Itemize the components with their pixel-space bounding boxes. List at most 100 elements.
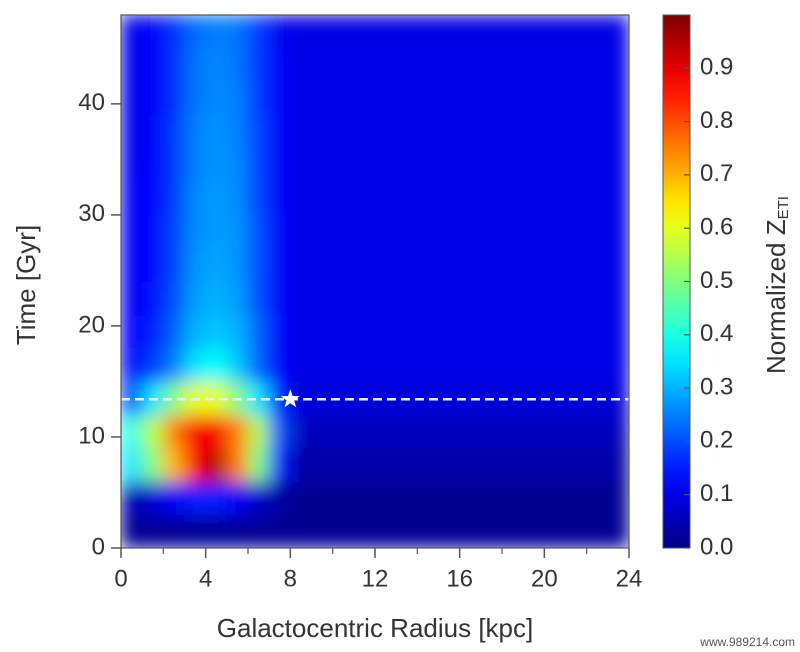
heat-cell	[502, 514, 545, 548]
heat-cell	[459, 381, 503, 416]
heat-cell	[586, 248, 629, 282]
heat-cell	[459, 248, 503, 282]
heat-cell	[205, 514, 228, 548]
heat-cell	[544, 81, 588, 116]
heat-cell	[290, 348, 334, 382]
heat-cell	[121, 181, 143, 216]
heat-cell	[375, 414, 418, 449]
heatmap	[121, 15, 629, 548]
colorbar-tick-label: 0.6	[700, 214, 733, 241]
heat-cell	[142, 181, 164, 216]
heat-cell	[226, 148, 249, 183]
heat-cell	[586, 214, 629, 249]
heat-cell	[459, 181, 503, 216]
heat-cell	[248, 514, 270, 548]
heat-cell	[226, 48, 249, 83]
heat-cell	[205, 348, 228, 382]
colorbar-tick-label: 0.9	[700, 54, 733, 81]
heat-cell	[163, 48, 185, 83]
heat-cell	[290, 15, 334, 49]
heat-cell	[121, 81, 143, 116]
heat-cell	[586, 481, 629, 516]
heat-cell	[184, 514, 207, 548]
x-tick-label: 0	[114, 565, 127, 592]
heat-cell	[269, 248, 291, 282]
heat-cell	[502, 114, 545, 149]
heat-cell	[121, 281, 143, 316]
heat-cell	[586, 181, 629, 216]
heat-cell	[163, 214, 185, 249]
heat-cell	[586, 114, 629, 149]
x-tick-label: 24	[616, 565, 643, 592]
heat-cell	[544, 314, 588, 349]
heat-cell	[248, 248, 270, 282]
heat-cell	[459, 314, 503, 349]
heat-cell	[163, 81, 185, 116]
heat-cell	[184, 481, 207, 516]
heat-cell	[205, 381, 228, 416]
heat-cell	[502, 348, 545, 382]
heat-cell	[184, 148, 207, 183]
heat-cell	[248, 15, 270, 49]
heat-cell	[205, 448, 228, 482]
heat-cell	[184, 181, 207, 216]
heat-cell	[417, 314, 461, 349]
heat-cell	[375, 214, 418, 249]
heat-cell	[248, 481, 270, 516]
heat-cell	[417, 181, 461, 216]
heat-cell	[184, 81, 207, 116]
heat-cell	[142, 114, 164, 149]
heat-cell	[502, 214, 545, 249]
heat-cell	[121, 114, 143, 149]
heat-cell	[375, 81, 418, 116]
heat-cell	[586, 148, 629, 183]
heat-cell	[290, 181, 334, 216]
heat-cell	[226, 314, 249, 349]
heat-cell	[163, 448, 185, 482]
heat-cell	[226, 15, 249, 49]
heat-cell	[121, 314, 143, 349]
heat-cell	[205, 114, 228, 149]
overlay	[121, 389, 629, 408]
heat-cell	[417, 481, 461, 516]
y-tick-label: 0	[92, 533, 105, 560]
heat-cell	[121, 15, 143, 49]
heat-cell	[269, 448, 291, 482]
heat-cell	[332, 214, 376, 249]
heat-cell	[586, 448, 629, 482]
heat-cell	[459, 81, 503, 116]
x-tick-label: 4	[199, 565, 212, 592]
heat-cell	[417, 48, 461, 83]
heat-cell	[142, 414, 164, 449]
heat-cell	[269, 314, 291, 349]
heat-cell	[586, 48, 629, 83]
heat-cell	[459, 15, 503, 49]
heat-cell	[226, 248, 249, 282]
heat-cell	[205, 48, 228, 83]
heat-cell	[248, 148, 270, 183]
heat-cell	[375, 448, 418, 482]
heat-cell	[332, 15, 376, 49]
heat-cell	[375, 114, 418, 149]
heat-cell	[332, 181, 376, 216]
heatmap-cells	[121, 15, 629, 548]
x-tick-label: 16	[446, 565, 473, 592]
heat-cell	[375, 281, 418, 316]
heat-cell	[417, 281, 461, 316]
heat-cell	[586, 381, 629, 416]
heat-cell	[544, 214, 588, 249]
heat-cell	[544, 281, 588, 316]
heat-cell	[205, 314, 228, 349]
heat-cell	[226, 114, 249, 149]
x-tick-label: 8	[284, 565, 297, 592]
heat-cell	[290, 448, 334, 482]
heat-cell	[205, 214, 228, 249]
heat-cell	[248, 281, 270, 316]
heat-cell	[163, 314, 185, 349]
heat-cell	[248, 214, 270, 249]
heat-cell	[375, 15, 418, 49]
heat-cell	[586, 514, 629, 548]
colorbar-tick-label: 0.1	[700, 480, 733, 507]
heat-cell	[586, 314, 629, 349]
